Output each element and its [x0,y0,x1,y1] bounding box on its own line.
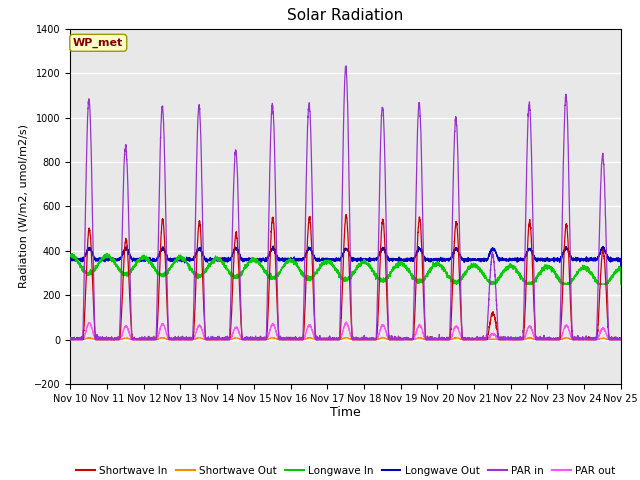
X-axis label: Time: Time [330,407,361,420]
Title: Solar Radiation: Solar Radiation [287,9,404,24]
Y-axis label: Radiation (W/m2, umol/m2/s): Radiation (W/m2, umol/m2/s) [19,124,29,288]
Text: WP_met: WP_met [73,37,124,48]
Legend: Shortwave In, Shortwave Out, Longwave In, Longwave Out, PAR in, PAR out: Shortwave In, Shortwave Out, Longwave In… [72,462,619,480]
